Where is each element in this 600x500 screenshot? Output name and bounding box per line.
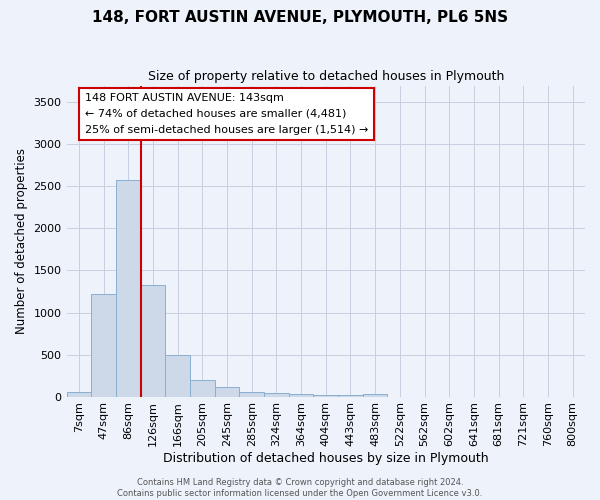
Bar — [363, 394, 388, 396]
Bar — [91, 294, 116, 396]
X-axis label: Distribution of detached houses by size in Plymouth: Distribution of detached houses by size … — [163, 452, 488, 465]
Bar — [116, 180, 140, 396]
Bar — [67, 392, 91, 396]
Text: 148 FORT AUSTIN AVENUE: 143sqm
← 74% of detached houses are smaller (4,481)
25% : 148 FORT AUSTIN AVENUE: 143sqm ← 74% of … — [85, 94, 368, 134]
Bar — [239, 392, 264, 396]
Bar — [140, 285, 165, 397]
Bar — [215, 387, 239, 396]
Y-axis label: Number of detached properties: Number of detached properties — [15, 148, 28, 334]
Bar — [264, 393, 289, 396]
Bar — [313, 395, 338, 396]
Bar — [190, 380, 215, 396]
Title: Size of property relative to detached houses in Plymouth: Size of property relative to detached ho… — [148, 70, 504, 83]
Text: Contains HM Land Registry data © Crown copyright and database right 2024.
Contai: Contains HM Land Registry data © Crown c… — [118, 478, 482, 498]
Text: 148, FORT AUSTIN AVENUE, PLYMOUTH, PL6 5NS: 148, FORT AUSTIN AVENUE, PLYMOUTH, PL6 5… — [92, 10, 508, 25]
Bar — [165, 356, 190, 397]
Bar — [289, 394, 313, 396]
